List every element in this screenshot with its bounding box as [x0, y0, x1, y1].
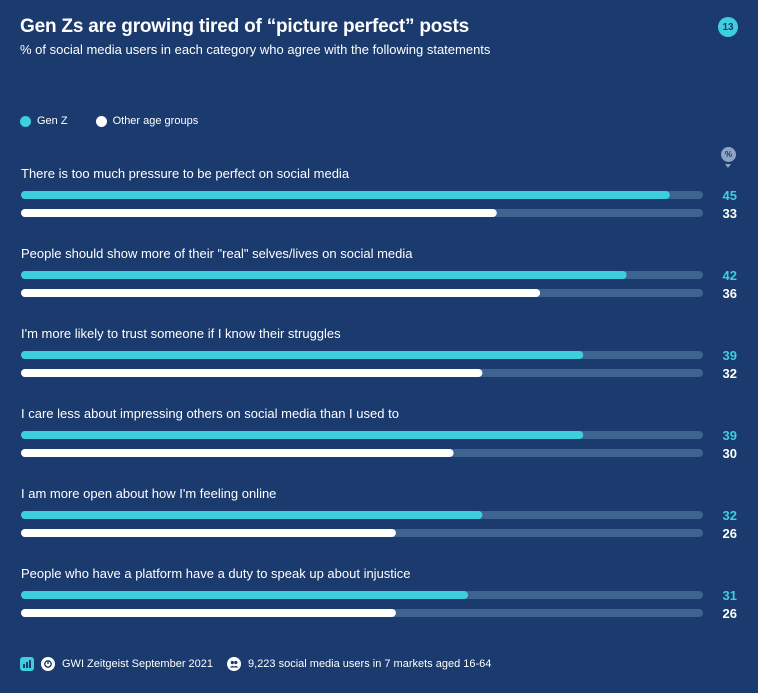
- page-number-badge: 13: [718, 17, 738, 37]
- bar-chart: There is too much pressure to be perfect…: [21, 166, 737, 621]
- bar-genz: [21, 511, 483, 519]
- value-label-other: 33: [723, 206, 737, 221]
- footer: GWI Zeitgeist September 2021 9,223 socia…: [20, 657, 491, 671]
- legend-item-other: Other age groups: [95, 115, 199, 127]
- legend-label-genz: Gen Z: [37, 115, 68, 127]
- value-label-other: 26: [723, 606, 737, 621]
- bar-other: [21, 529, 396, 537]
- category-label: I care less about impressing others on s…: [21, 406, 399, 421]
- value-label-genz: 39: [723, 348, 737, 363]
- category-label: I'm more likely to trust someone if I kn…: [21, 326, 341, 341]
- percent-icon: %: [721, 147, 736, 168]
- legend: Gen Z Other age groups: [20, 115, 226, 127]
- source-icon: [41, 657, 55, 671]
- bar-genz: [21, 431, 584, 439]
- value-label-other: 26: [723, 526, 737, 541]
- footer-sample: 9,223 social media users in 7 markets ag…: [248, 658, 492, 670]
- value-label-genz: 32: [723, 508, 737, 523]
- value-label-other: 36: [723, 286, 737, 301]
- chart-subtitle: % of social media users in each category…: [20, 42, 491, 57]
- category-label: I am more open about how I'm feeling onl…: [21, 486, 276, 501]
- value-label-other: 32: [723, 366, 737, 381]
- bar-other: [21, 289, 541, 297]
- legend-swatch-genz: [20, 115, 31, 127]
- legend-swatch-other: [95, 115, 107, 127]
- bar-other: [21, 369, 483, 377]
- legend-label-other: Other age groups: [112, 115, 199, 127]
- value-label-genz: 42: [723, 268, 737, 283]
- value-label-genz: 31: [723, 588, 737, 603]
- category-label: There is too much pressure to be perfect…: [21, 166, 350, 181]
- chart-icon: [20, 657, 34, 671]
- legend-item-genz: Gen Z: [20, 115, 68, 127]
- bar-genz: [21, 191, 670, 199]
- bar-other: [21, 609, 396, 617]
- value-label-genz: 39: [723, 428, 737, 443]
- bar-other: [21, 209, 497, 217]
- bar-other: [21, 449, 454, 457]
- category-label: People who have a platform have a duty t…: [21, 566, 411, 581]
- footer-source: GWI Zeitgeist September 2021: [62, 658, 214, 670]
- chart-title: Gen Zs are growing tired of “picture per…: [20, 16, 470, 37]
- value-label-genz: 45: [723, 188, 737, 203]
- bar-genz: [21, 271, 627, 279]
- bar-genz: [21, 591, 468, 599]
- value-label-other: 30: [723, 446, 737, 461]
- users-icon: [227, 657, 242, 671]
- category-label: People should show more of their "real" …: [21, 246, 413, 261]
- bar-genz: [21, 351, 584, 359]
